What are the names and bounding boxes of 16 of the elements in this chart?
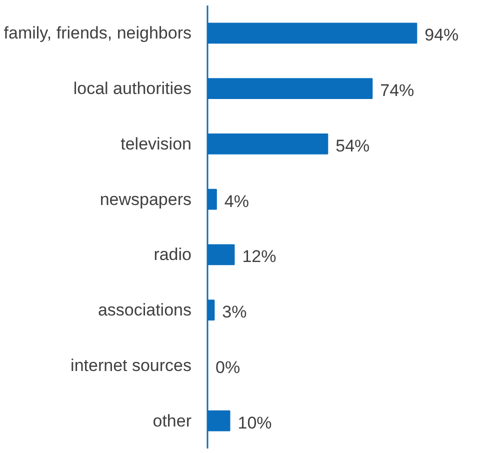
y-tick-label: television (120, 134, 192, 154)
data-label: 3% (222, 302, 247, 322)
data-label: 12% (242, 247, 276, 266)
data-label: 54% (336, 136, 370, 156)
y-tick-label: other (152, 411, 192, 430)
data-label: 10% (238, 413, 272, 432)
y-tick-label: family, friends, neighbors (4, 24, 192, 43)
y-tick-label: associations (98, 300, 192, 320)
y-tick-label: newspapers (100, 190, 192, 209)
data-label: 4% (224, 192, 249, 211)
data-label: 0% (216, 358, 240, 377)
y-tick-label: local authorities (73, 79, 192, 98)
data-label: 94% (424, 26, 459, 45)
y-tick-label: internet sources (70, 356, 192, 375)
data-label: 74% (380, 81, 414, 100)
y-tick-label: radio (154, 245, 192, 264)
